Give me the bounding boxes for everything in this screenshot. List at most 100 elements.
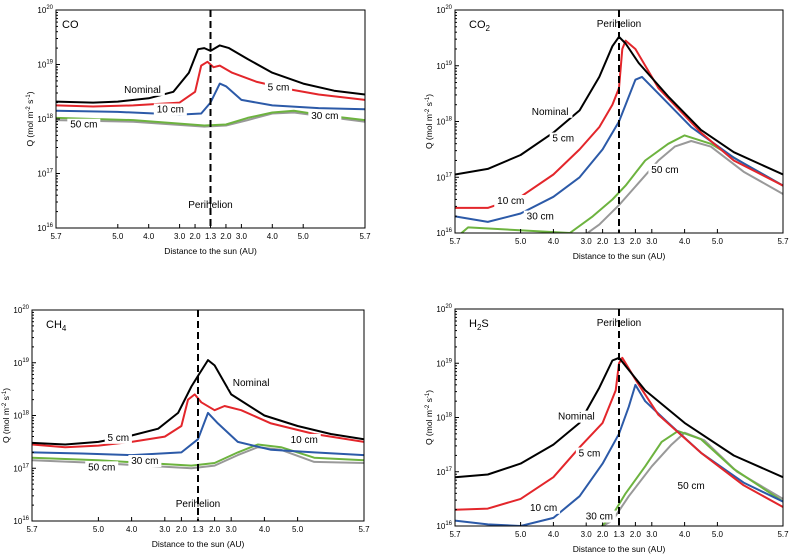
x-tick-label: 5.7 (449, 530, 461, 539)
curve-label-bg (228, 376, 274, 389)
curve-label-50-cm: 50 cm (70, 120, 97, 131)
x-tick-label: 1.3 (205, 232, 217, 241)
series-line-30-cm (460, 134, 783, 233)
series-line-nominal (455, 356, 783, 479)
curve-label-10-cm: 10 cm (497, 196, 524, 207)
y-tick-label: 1016 (37, 223, 53, 233)
panel-co2: 5.7 5.0 4.0 3.0 2.0 1.3 2.0 3.0 4.0 5.0 5.71016101… (424, 5, 789, 261)
x-axis-title: Distance to the sun (AU) (152, 539, 245, 549)
x-tick-label: 2.0 (597, 237, 609, 246)
curve-label-bg (582, 510, 616, 523)
x-tick-label: 3.0 (581, 530, 593, 539)
x-tick-label: 5.0 (298, 232, 310, 241)
curve-label-50-cm: 50 cm (678, 481, 705, 492)
y-tick-label: 1019 (436, 358, 452, 368)
panel-h2s: 5.7 5.0 4.0 3.0 2.0 1.3 2.0 3.0 4.0 5.0 5.71016101… (424, 304, 789, 554)
curve-label-bg (85, 461, 119, 474)
x-tick-label: 4.0 (267, 232, 279, 241)
series-line-50-cm (585, 140, 783, 233)
curve-label-bg (674, 480, 708, 493)
curve-label-10-cm: 10 cm (291, 435, 318, 446)
x-tick-label: 2.0 (176, 525, 188, 534)
curve-label-50-cm: 50 cm (88, 462, 115, 473)
curve-label-5-cm: 5 cm (552, 134, 574, 145)
y-tick-label: 1020 (436, 304, 452, 314)
x-tick-label: 4.0 (548, 530, 560, 539)
x-tick-label: 3.0 (159, 525, 171, 534)
curve-label-nominal: Nominal (532, 107, 569, 118)
curve-label-bg (104, 431, 132, 444)
x-tick-label: 5.7 (358, 525, 370, 534)
y-tick-label: 1017 (37, 169, 53, 179)
x-tick-label: 2.0 (220, 232, 232, 241)
x-axis-title: Distance to the sun (AU) (573, 251, 666, 261)
curve-label-bg (67, 118, 101, 131)
x-tick-label: 4.0 (259, 525, 271, 534)
y-tick-label: 1016 (436, 521, 452, 531)
x-tick-label: 5.7 (777, 530, 789, 539)
x-tick-label: 1.3 (613, 237, 625, 246)
y-tick-label: 1019 (436, 61, 452, 71)
curve-label-bg (287, 433, 321, 446)
curve-label-30-cm: 30 cm (311, 111, 338, 122)
curve-label-bg (575, 447, 604, 460)
series-line-10-cm (32, 411, 364, 457)
y-tick-label: 1018 (436, 117, 452, 127)
x-tick-label: 2.0 (189, 232, 201, 241)
curve-label-nominal: Nominal (233, 378, 270, 389)
x-tick-label: 5.0 (712, 530, 724, 539)
curve-label-bg (554, 410, 599, 423)
x-tick-label: 5.0 (93, 525, 105, 534)
curve-label-nominal: Nominal (558, 412, 595, 423)
panel-title: CO2 (469, 19, 491, 33)
y-tick-label: 1017 (436, 467, 452, 477)
y-tick-label: 1017 (13, 463, 29, 473)
x-tick-label: 5.0 (712, 237, 724, 246)
curve-label-bg (527, 501, 561, 514)
x-tick-label: 3.0 (236, 232, 248, 241)
series-group (455, 35, 783, 233)
y-tick-label: 1018 (436, 413, 452, 423)
curve-label-50-cm: 50 cm (651, 165, 678, 176)
x-tick-label: 1.3 (192, 525, 204, 534)
y-tick-label: 1020 (13, 305, 29, 315)
y-tick-label: 1019 (37, 60, 53, 70)
y-tick-label: 1019 (13, 358, 29, 368)
curve-label-bg (494, 195, 528, 208)
curve-label-5-cm: 5 cm (268, 83, 290, 94)
y-tick-label: 1016 (13, 516, 29, 526)
y-axis-title: Q (mol m-2 s-1) (424, 94, 434, 149)
x-tick-label: 5.7 (777, 237, 789, 246)
panel-co: 5.7 5.0 4.0 3.0 2.0 1.3 2.0 3.0 4.0 5.0 5.71016101… (25, 5, 371, 256)
panel-title: CH4 (46, 319, 67, 333)
x-tick-label: 3.0 (646, 530, 658, 539)
curve-label-5-cm: 5 cm (107, 433, 129, 444)
panel-ch4: 5.7 5.0 4.0 3.0 2.0 1.3 2.0 3.0 4.0 5.0 5.71016101… (1, 305, 370, 549)
curve-label-bg (648, 163, 682, 176)
plot-frame (454, 308, 784, 527)
perihelion-label: Perihelion (597, 318, 641, 329)
perihelion-label: Perihelion (188, 200, 232, 211)
x-axis-title: Distance to the sun (AU) (573, 544, 666, 554)
curve-label-10-cm: 10 cm (157, 104, 184, 115)
curve-label-30-cm: 30 cm (527, 212, 554, 223)
series-line-nominal (56, 44, 365, 104)
x-tick-label: 3.0 (581, 237, 593, 246)
x-tick-label: 5.0 (292, 525, 304, 534)
curve-label-bg (120, 83, 165, 96)
curve-label-30-cm: 30 cm (131, 456, 158, 467)
panel-title: CO (62, 19, 79, 31)
x-tick-label: 3.0 (226, 525, 238, 534)
perihelion-label: Perihelion (176, 499, 220, 510)
y-tick-label: 1016 (436, 228, 452, 238)
x-tick-label: 5.0 (112, 232, 124, 241)
curve-label-bg (523, 210, 557, 223)
perihelion-label: Perihelion (597, 19, 641, 30)
series-line-5-cm (32, 393, 364, 449)
curve-label-30-cm: 30 cm (586, 511, 613, 522)
y-tick-label: 1017 (436, 172, 452, 182)
y-axis-title: Q (mol m-2 s-1) (424, 390, 434, 445)
curve-label-5-cm: 5 cm (579, 449, 601, 460)
x-tick-label: 2.0 (630, 237, 642, 246)
